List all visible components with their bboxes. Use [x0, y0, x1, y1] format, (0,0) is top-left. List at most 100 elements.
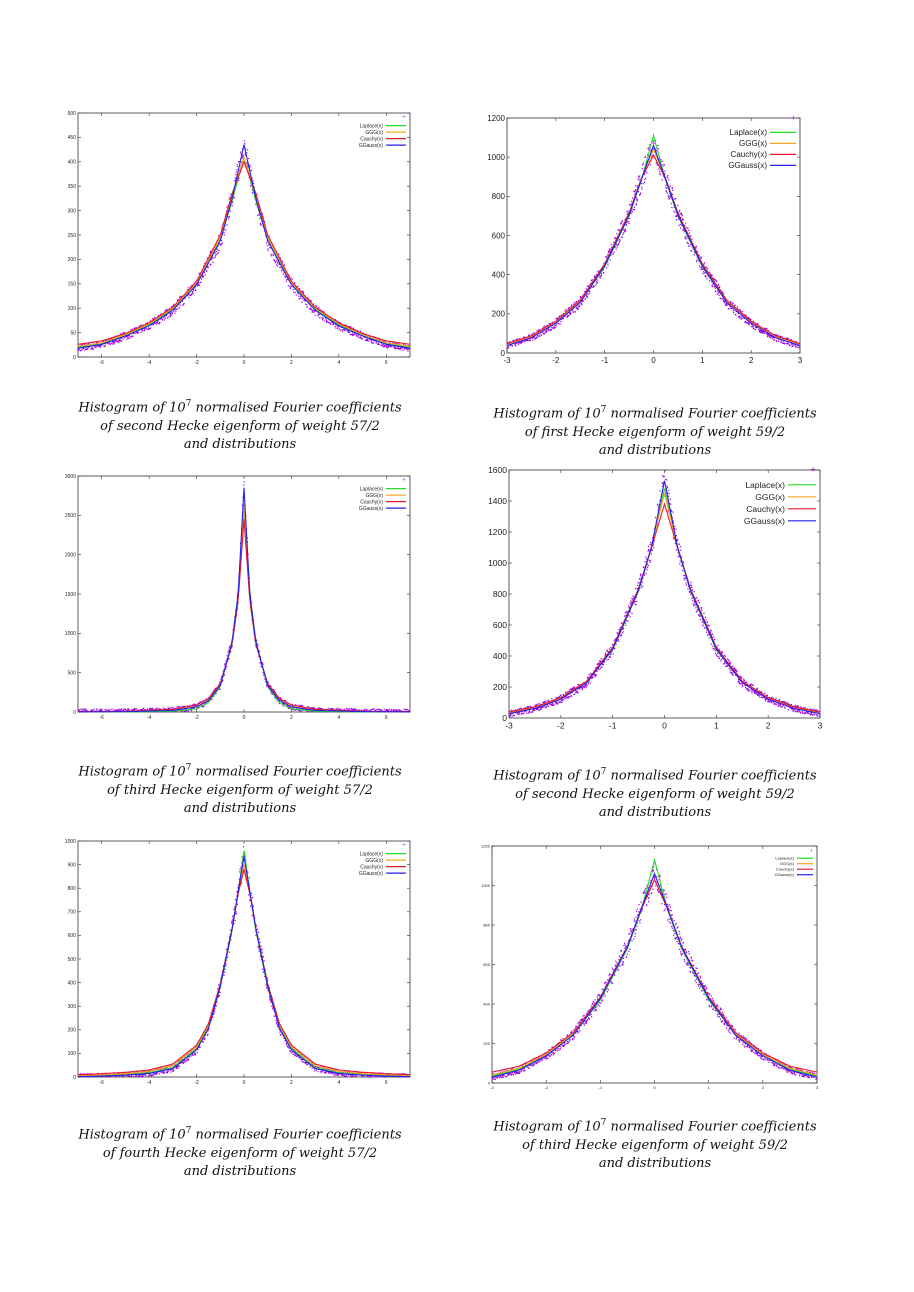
data-point [607, 262, 609, 264]
data-point [654, 516, 657, 519]
data-point [681, 218, 684, 220]
data-point [81, 708, 83, 710]
data-point [670, 196, 672, 198]
data-point [664, 173, 666, 175]
data-point [387, 346, 389, 348]
data-point [264, 681, 267, 683]
data-point [98, 345, 100, 348]
data-point [225, 668, 227, 670]
data-point [165, 1072, 168, 1074]
data-point [664, 172, 666, 174]
data-point [813, 713, 815, 716]
data-point [663, 165, 665, 167]
data-point [241, 862, 243, 864]
data-point [218, 243, 221, 245]
data-point [177, 1064, 179, 1067]
data-point [286, 278, 289, 280]
chart-panel-2: 0 200 400 600 800 1000 1200 -3 -2 -1 0 1 2 3 + Laplace(… [485, 110, 815, 375]
data-point [360, 709, 362, 711]
data-point [191, 293, 193, 295]
data-point [139, 1074, 141, 1076]
data-point [694, 251, 696, 253]
data-point [544, 704, 546, 707]
data-point [198, 272, 200, 275]
data-point [201, 278, 203, 280]
data-point [223, 231, 225, 234]
data-point [241, 504, 243, 506]
data-point [147, 328, 149, 330]
data-point [788, 338, 790, 340]
data-point [205, 269, 207, 271]
data-point [106, 1075, 109, 1078]
data-point [178, 706, 180, 708]
data-point [184, 1061, 187, 1063]
data-point [639, 578, 641, 581]
data-point [614, 237, 616, 239]
data-point [800, 706, 802, 708]
data-point [391, 346, 393, 348]
data-point [699, 615, 701, 617]
data-point [674, 542, 677, 545]
data-point [141, 329, 143, 331]
data-point [787, 709, 790, 711]
data-point [572, 311, 574, 313]
caption-4-line2: of second Hecke eigenform of weight 59/2 [515, 786, 795, 802]
data-point [112, 340, 114, 342]
data-point [651, 156, 653, 158]
data-point [674, 197, 677, 200]
data-point [725, 663, 727, 665]
data-point [387, 347, 389, 349]
data-point [139, 324, 141, 327]
data-point [752, 327, 754, 329]
data-point [528, 706, 530, 708]
data-point [386, 709, 388, 711]
data-point [119, 339, 121, 341]
data-point [629, 204, 631, 206]
y-tick-label: 2000 [65, 552, 76, 558]
data-point [724, 655, 727, 657]
data-point [614, 246, 617, 248]
data-point [618, 630, 620, 632]
data-point [393, 346, 396, 348]
data-point [233, 908, 235, 910]
data-point [266, 245, 268, 247]
data-point [610, 653, 612, 655]
data-point [237, 884, 240, 886]
data-point [619, 240, 621, 242]
data-point [594, 674, 596, 676]
data-point [687, 585, 690, 588]
data-point [190, 709, 193, 712]
data-point [702, 273, 704, 275]
data-point [639, 194, 641, 196]
data-point [378, 339, 380, 341]
data-point [595, 674, 597, 676]
data-point [734, 668, 736, 670]
data-point [743, 678, 745, 680]
data-point [748, 317, 751, 320]
data-point [688, 229, 690, 231]
data-point [806, 711, 808, 713]
data-point [620, 222, 622, 224]
data-point [687, 242, 689, 245]
data-point [577, 305, 580, 308]
data-point [203, 1039, 205, 1041]
data-point [662, 175, 665, 177]
data-point [236, 891, 239, 893]
data-point [680, 216, 682, 219]
data-point [118, 341, 120, 343]
data-point [625, 230, 627, 232]
data-point [541, 327, 543, 329]
data-point [521, 713, 523, 715]
data-point [722, 300, 725, 303]
data-point [162, 707, 164, 709]
data-point [770, 700, 772, 702]
data-point [301, 297, 303, 300]
data-point [158, 1073, 160, 1075]
data-point [635, 204, 637, 206]
data-point [279, 257, 282, 259]
data-point [201, 1040, 204, 1043]
data-point [355, 335, 358, 337]
data-point [648, 146, 650, 148]
data-point [747, 321, 749, 323]
